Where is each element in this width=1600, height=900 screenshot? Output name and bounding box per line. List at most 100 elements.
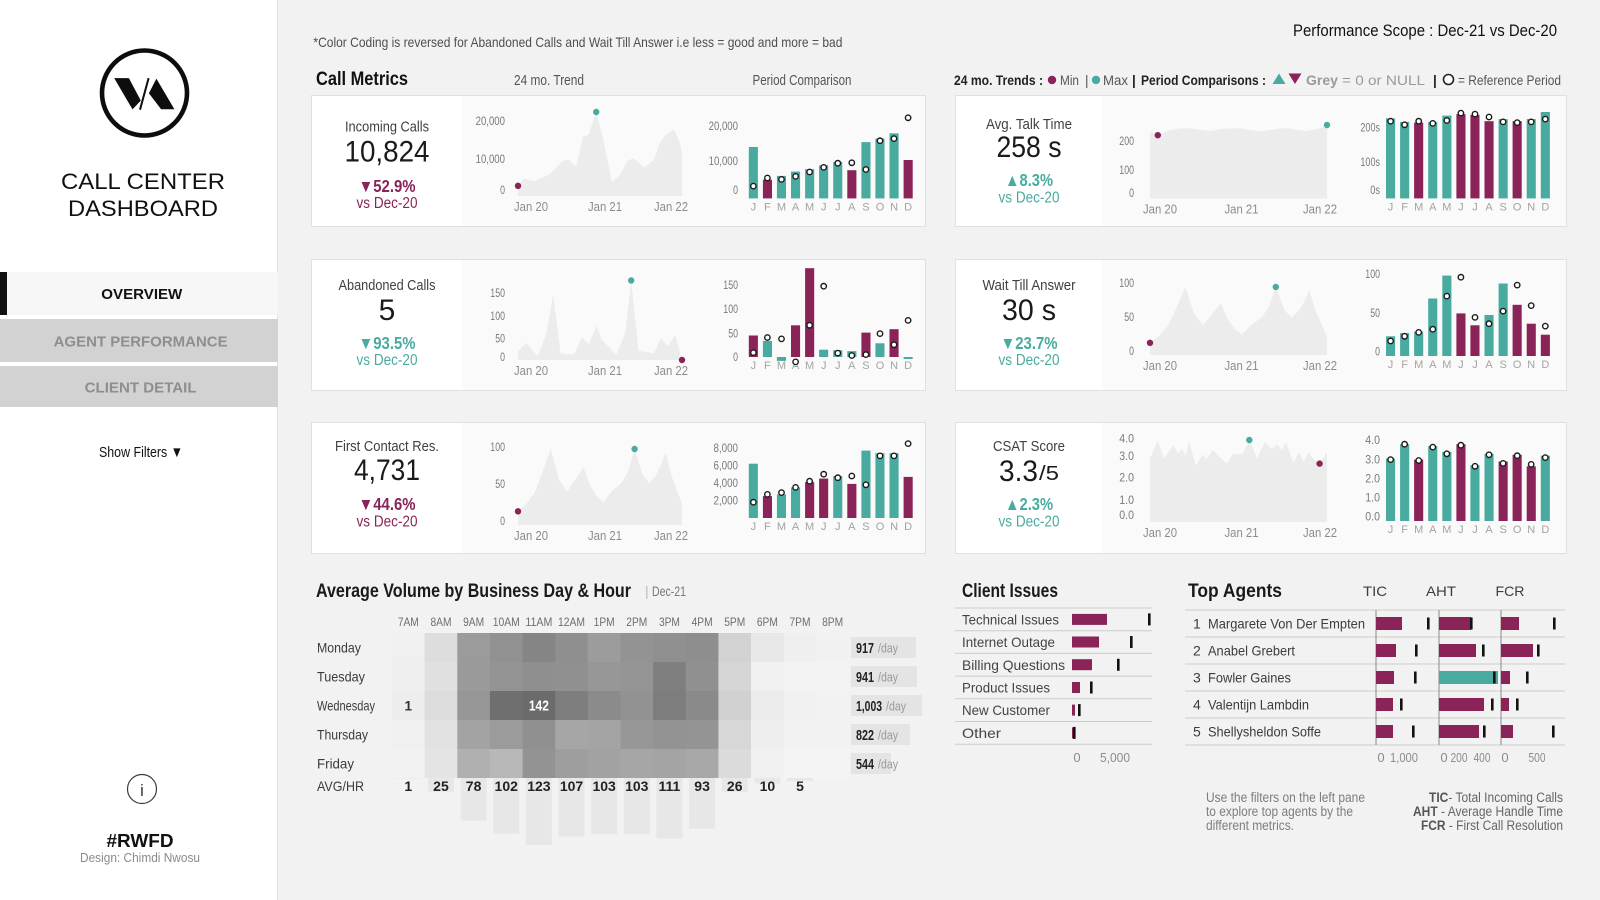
svg-text:M: M: [1442, 359, 1451, 371]
svg-text:123: 123: [527, 778, 551, 794]
svg-text:A: A: [1429, 359, 1437, 371]
svg-text:Thursday: Thursday: [317, 727, 368, 743]
svg-text:Jan 21: Jan 21: [1225, 203, 1259, 217]
svg-text:J: J: [1472, 359, 1478, 371]
svg-text:J: J: [751, 360, 757, 372]
svg-text:Grey: Grey: [1306, 73, 1339, 88]
svg-text:0: 0: [500, 350, 505, 364]
svg-text:D: D: [1541, 524, 1549, 536]
svg-text:0.0: 0.0: [1365, 510, 1380, 524]
svg-text:M: M: [777, 521, 786, 533]
svg-text:Jan 21: Jan 21: [1225, 359, 1259, 373]
svg-text:Jan 22: Jan 22: [1303, 203, 1337, 217]
svg-text:J: J: [835, 360, 841, 372]
svg-text:Dec-21: Dec-21: [652, 583, 686, 599]
svg-text:J: J: [1472, 524, 1478, 536]
svg-text:M: M: [805, 360, 814, 372]
svg-text:Performance Scope : Dec-21 vs: Performance Scope : Dec-21 vs Dec-20: [1293, 21, 1557, 40]
svg-text:AHT - Average Handle Time: AHT - Average Handle Time: [1413, 804, 1563, 819]
svg-text:Design: Chimdi Nwosu: Design: Chimdi Nwosu: [80, 850, 200, 865]
svg-text:102: 102: [495, 778, 519, 794]
svg-text:1: 1: [404, 778, 412, 794]
svg-text:A: A: [1429, 201, 1437, 213]
svg-text:different metrics.: different metrics.: [1206, 818, 1294, 833]
svg-text:A: A: [848, 521, 856, 533]
svg-text:N: N: [890, 201, 898, 213]
svg-text:Jan 21: Jan 21: [588, 364, 622, 378]
svg-text:Max: Max: [1103, 73, 1128, 88]
svg-text:0: 0: [1375, 345, 1380, 359]
svg-text:0: 0: [1440, 750, 1447, 765]
svg-text:J: J: [1472, 201, 1478, 213]
svg-text:111: 111: [659, 778, 681, 794]
svg-text:M: M: [1414, 524, 1423, 536]
svg-text:0: 0: [733, 350, 738, 364]
svg-text:M: M: [1414, 201, 1423, 213]
svg-text:Jan 20: Jan 20: [1143, 526, 1177, 540]
svg-text:F: F: [764, 360, 771, 372]
svg-text:J: J: [751, 201, 757, 213]
svg-text:O: O: [1513, 201, 1522, 213]
svg-text:Jan 22: Jan 22: [654, 529, 688, 543]
svg-text:J: J: [821, 201, 827, 213]
svg-text:50: 50: [1124, 310, 1134, 324]
svg-text:Wait Till Answer: Wait Till Answer: [983, 278, 1076, 294]
svg-text:J: J: [1388, 359, 1394, 371]
svg-text:J: J: [1458, 201, 1464, 213]
svg-text:30 s: 30 s: [1002, 294, 1056, 327]
svg-text:3.3: 3.3: [999, 455, 1038, 488]
svg-text:100: 100: [490, 440, 505, 454]
svg-text:S: S: [862, 521, 869, 533]
svg-text:2PM: 2PM: [626, 615, 647, 629]
svg-text:0: 0: [1377, 750, 1384, 765]
svg-text:Internet Outage: Internet Outage: [962, 634, 1055, 650]
svg-text:2,000: 2,000: [714, 494, 739, 508]
svg-text:CSAT Score: CSAT Score: [993, 439, 1065, 455]
svg-text:100: 100: [1119, 276, 1134, 290]
svg-text:Billing Questions: Billing Questions: [962, 657, 1065, 673]
svg-text:M: M: [805, 521, 814, 533]
svg-text:|: |: [645, 583, 649, 599]
svg-text:Jan 22: Jan 22: [1303, 359, 1337, 373]
svg-text:AVG/HR: AVG/HR: [317, 778, 364, 794]
svg-text:vs Dec-20: vs Dec-20: [999, 514, 1060, 531]
svg-text:3.0: 3.0: [1365, 453, 1380, 467]
svg-text:▼52.9%: ▼52.9%: [359, 176, 416, 196]
svg-text:0.0: 0.0: [1119, 508, 1134, 522]
svg-text:CALL CENTER: CALL CENTER: [61, 169, 225, 194]
svg-text:Call Metrics: Call Metrics: [316, 69, 408, 90]
svg-text:3: 3: [1193, 670, 1201, 686]
svg-text:J: J: [821, 521, 827, 533]
svg-text:S: S: [1499, 201, 1506, 213]
svg-text:N: N: [890, 521, 898, 533]
svg-text:J: J: [1458, 524, 1464, 536]
svg-text:|: |: [1433, 73, 1437, 88]
svg-text:▲8.3%: ▲8.3%: [1005, 170, 1053, 190]
svg-text:S: S: [862, 360, 869, 372]
svg-text:Jan 21: Jan 21: [1225, 526, 1259, 540]
svg-text:0: 0: [1129, 344, 1134, 358]
svg-text:M: M: [1442, 201, 1451, 213]
svg-text:Jan 20: Jan 20: [1143, 203, 1177, 217]
svg-text:DASHBOARD: DASHBOARD: [68, 196, 218, 221]
svg-text:5: 5: [1193, 724, 1201, 740]
svg-text:8,000: 8,000: [714, 441, 739, 455]
svg-text:▼93.5%: ▼93.5%: [359, 333, 416, 353]
svg-text:9AM: 9AM: [463, 615, 484, 629]
svg-text:F: F: [1401, 524, 1408, 536]
svg-text:3PM: 3PM: [659, 615, 680, 629]
svg-text:|: |: [1085, 73, 1089, 88]
svg-text:A: A: [848, 360, 856, 372]
svg-text:50: 50: [495, 332, 505, 346]
svg-text:5: 5: [796, 778, 804, 794]
svg-text:Monday: Monday: [317, 640, 361, 656]
svg-text:Period Comparison: Period Comparison: [753, 73, 852, 89]
svg-text:J: J: [1388, 524, 1394, 536]
svg-text:Jan 21: Jan 21: [588, 200, 622, 214]
svg-text:4PM: 4PM: [692, 615, 713, 629]
svg-text:#RWFD: #RWFD: [107, 831, 174, 851]
svg-text:J: J: [1458, 359, 1464, 371]
svg-text:TIC- Total Incoming Calls: TIC- Total Incoming Calls: [1429, 790, 1563, 805]
svg-text:i: i: [140, 782, 144, 800]
svg-text:|: |: [1132, 73, 1136, 88]
